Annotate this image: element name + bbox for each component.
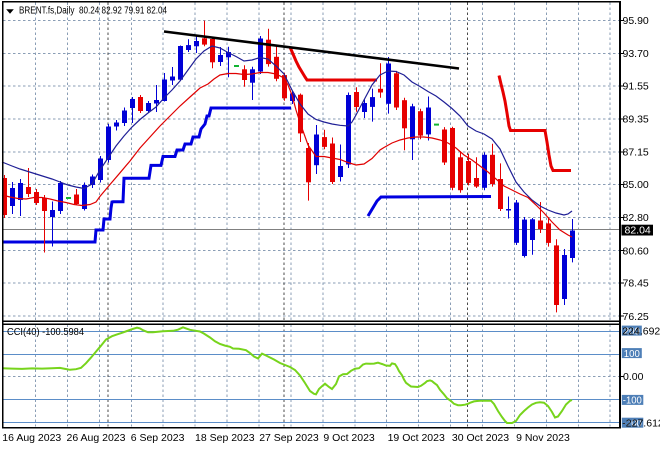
svg-text:76.25: 76.25	[623, 311, 649, 323]
svg-text:93.70: 93.70	[623, 48, 649, 60]
svg-text:95.90: 95.90	[623, 15, 649, 27]
svg-text:0.00: 0.00	[623, 371, 644, 383]
svg-text:9 Oct 2023: 9 Oct 2023	[323, 432, 375, 444]
svg-text:16 Aug 2023: 16 Aug 2023	[2, 432, 61, 444]
svg-text:-100: -100	[623, 395, 642, 407]
svg-text:CCI(40) -100.5984: CCI(40) -100.5984	[7, 327, 84, 338]
svg-text:100: 100	[624, 348, 640, 360]
svg-text:BRENT.fs,Daily 80.24 82.92 79: BRENT.fs,Daily 80.24 82.92 79.91 82.04	[19, 6, 167, 17]
svg-text:18 Sep 2023: 18 Sep 2023	[195, 432, 255, 444]
svg-text:6 Sep 2023: 6 Sep 2023	[131, 432, 185, 444]
svg-text:26 Aug 2023: 26 Aug 2023	[67, 432, 126, 444]
svg-text:89.35: 89.35	[623, 114, 649, 126]
svg-text:200: 200	[624, 325, 640, 337]
svg-text:9 Nov 2023: 9 Nov 2023	[516, 432, 570, 444]
svg-text:91.55: 91.55	[623, 80, 649, 92]
svg-text:78.45: 78.45	[623, 278, 649, 290]
svg-text:-200: -200	[623, 418, 642, 430]
svg-text:87.15: 87.15	[623, 147, 649, 159]
svg-text:85.00: 85.00	[623, 179, 649, 191]
svg-text:82.80: 82.80	[623, 212, 649, 224]
svg-text:-227.612: -227.612	[622, 418, 660, 430]
svg-text:19 Oct 2023: 19 Oct 2023	[388, 432, 445, 444]
svg-text:30 Oct 2023: 30 Oct 2023	[452, 432, 509, 444]
svg-text:224.6928: 224.6928	[622, 325, 660, 337]
svg-text:80.60: 80.60	[623, 245, 649, 257]
svg-text:82.04: 82.04	[625, 225, 651, 237]
svg-text:27 Sep 2023: 27 Sep 2023	[259, 432, 319, 444]
